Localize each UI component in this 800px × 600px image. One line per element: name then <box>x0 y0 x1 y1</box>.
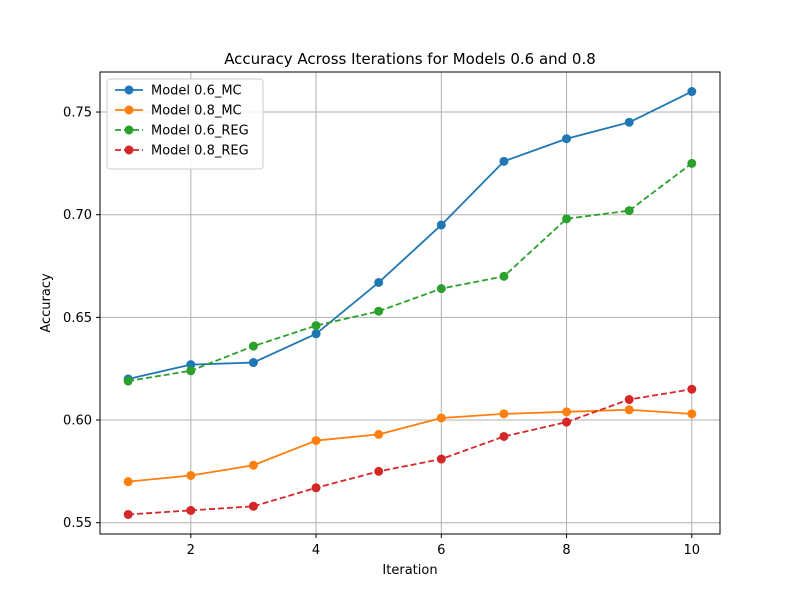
data-point <box>562 134 572 144</box>
data-point <box>436 413 446 423</box>
legend-label: Model 0.6_MC <box>151 84 242 99</box>
data-point <box>687 409 697 419</box>
plot-area-frame <box>99 71 721 535</box>
legend-marker <box>124 125 134 135</box>
data-point <box>311 329 321 339</box>
x-tick-label: 2 <box>187 543 195 558</box>
legend-entry: Model 0.6_MC <box>115 84 242 99</box>
data-point <box>624 206 634 216</box>
data-point <box>624 405 634 415</box>
data-point <box>436 284 446 294</box>
data-point <box>123 509 133 519</box>
series-line <box>127 90 693 380</box>
x-tick-label: 8 <box>562 543 570 558</box>
tick-layer: 2 4 6 8 10 0.55 0.60 0.65 0.70 0.75 <box>63 106 700 558</box>
legend-marker <box>124 85 134 95</box>
series-line <box>128 162 693 382</box>
y-axis-label: Accuracy <box>39 273 54 333</box>
series-line <box>128 408 692 483</box>
legend-label: Model 0.6_REG <box>151 124 249 139</box>
data-point <box>186 366 196 376</box>
data-point <box>436 454 446 464</box>
legend: Model 0.6_MC Model 0.8_MC Model 0.6_REG Mod… <box>106 78 264 170</box>
legend-entry: Model 0.8_MC <box>115 104 242 119</box>
y-tick-label: 0.60 <box>63 414 92 429</box>
data-point <box>624 395 634 405</box>
x-axis-label: Iteration <box>382 563 437 578</box>
y-tick-label: 0.75 <box>63 106 92 121</box>
x-tick-label: 10 <box>684 543 701 558</box>
data-point <box>311 436 321 446</box>
data-point <box>374 429 384 439</box>
legend-box <box>106 78 264 170</box>
series-model-0-8-reg <box>123 384 697 519</box>
data-point <box>562 417 572 427</box>
data-point <box>436 220 446 230</box>
data-point <box>562 407 572 417</box>
legend-marker <box>124 145 134 155</box>
legend-entry: Model 0.8_REG <box>115 144 249 159</box>
x-tick-label: 6 <box>437 543 445 558</box>
data-point <box>248 358 258 368</box>
legend-marker <box>124 105 134 115</box>
y-tick-label: 0.55 <box>63 516 92 531</box>
data-point <box>499 156 509 166</box>
legend-label: Model 0.8_MC <box>151 104 242 119</box>
legend-entry: Model 0.6_REG <box>115 124 249 139</box>
data-point <box>374 277 384 287</box>
data-point <box>687 158 697 168</box>
data-point <box>311 483 321 493</box>
data-point <box>374 466 384 476</box>
series-model-0-6-mc <box>123 87 697 384</box>
data-point <box>248 501 258 511</box>
data-point <box>186 505 196 515</box>
series-line <box>128 388 692 516</box>
y-tick-label: 0.65 <box>63 311 92 326</box>
series-layer <box>123 87 697 519</box>
series-model-0-8-mc <box>123 405 697 487</box>
y-tick-label: 0.70 <box>63 208 92 223</box>
data-point <box>311 321 321 331</box>
data-point <box>687 384 697 394</box>
data-point <box>499 409 509 419</box>
data-point <box>499 271 509 281</box>
grid-lines <box>100 72 720 534</box>
chart-title: Accuracy Across Iterations for Models 0.… <box>224 50 596 68</box>
data-point <box>687 87 697 97</box>
data-point <box>123 477 133 487</box>
data-point <box>248 460 258 470</box>
data-point <box>186 360 196 370</box>
data-point <box>499 431 509 441</box>
data-point <box>248 341 258 351</box>
data-point <box>562 214 572 224</box>
data-point <box>123 376 133 386</box>
x-tick-label: 4 <box>312 543 320 558</box>
data-point <box>186 470 196 480</box>
series-model-0-6-reg <box>123 158 697 386</box>
data-point <box>374 306 384 316</box>
legend-label: Model 0.8_REG <box>151 144 249 159</box>
data-point <box>624 117 634 127</box>
